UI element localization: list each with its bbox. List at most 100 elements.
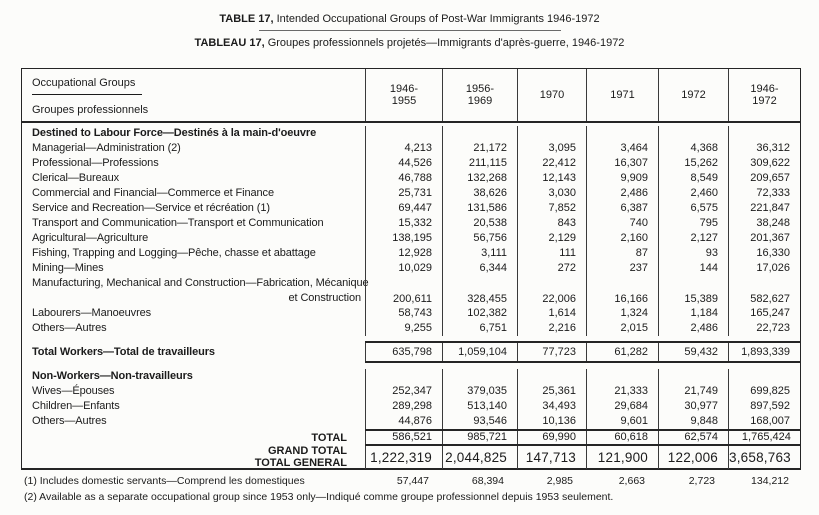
cell-value: 3,030: [517, 186, 586, 201]
footnotes: (1) Includes domestic servants—Comprend …: [21, 474, 801, 505]
cell-value: 1,059,104: [442, 343, 517, 361]
cell-value: 2,127: [658, 231, 728, 246]
row-label: Transport and Communication—Transport et…: [32, 217, 324, 229]
cell-value: 16,307: [586, 156, 658, 171]
cell-value: 309,622: [728, 156, 800, 171]
row-label-line1: Manufacturing, Mechanical and Constructi…: [32, 277, 369, 289]
cell-value: 93: [658, 246, 728, 261]
cell-value: 6,387: [586, 201, 658, 216]
cell-value: 15,332: [365, 216, 442, 231]
cell-value: 93,546: [442, 414, 517, 429]
grand-total-block: TOTAL GRAND TOTAL TOTAL GENERAL 586,521 …: [22, 429, 801, 469]
row-label: Commercial and Financial—Commerce et Fin…: [32, 187, 274, 199]
grand-total-values-area: 586,521 985,721 69,990 60,618 62,574 1,7…: [365, 429, 801, 469]
row-label: Destined to Labour Force—Destinés à la m…: [32, 127, 317, 139]
footnote-2-text: (2) Available as a separate occupational…: [24, 491, 614, 503]
cell-value: 77,723: [517, 343, 586, 361]
table-row: Managerial—Administration (2) 4,213 21,172…: [22, 141, 800, 156]
row-label: Wives—Épouses: [32, 385, 115, 397]
title-divider-rule: [258, 30, 561, 31]
cell-value: 102,382: [442, 306, 517, 321]
cell-value: 9,255: [365, 321, 442, 336]
cell-value: 221,847: [728, 201, 800, 216]
table-row: Total Workers—Total de travailleurs 635,7…: [22, 341, 800, 363]
cell-value: 25,361: [517, 384, 586, 399]
footnote-value: 134,212: [751, 475, 789, 487]
cell-value: 15,389: [658, 276, 728, 306]
cell-value: 36,312: [728, 141, 800, 156]
row-label: Professional—Professions: [32, 157, 159, 169]
title-french-text: Groupes professionnels projetés—Immigran…: [264, 37, 625, 49]
footnote-value: 2,723: [688, 475, 715, 487]
row-values: 58,743 102,382 1,614 1,324 1,184 165,247: [365, 306, 800, 321]
cell-value: 4,213: [365, 141, 442, 156]
total-value: 586,521: [365, 431, 442, 444]
column-header-1970: 1970: [517, 69, 586, 121]
footnote-value: 68,394: [471, 475, 504, 487]
cell-value: 72,333: [728, 186, 800, 201]
cell-value: 9,601: [586, 414, 658, 429]
column-header-1946-1955: 1946- 1955: [365, 69, 442, 121]
cell-value: 2,216: [517, 321, 586, 336]
cell-value: 44,876: [365, 414, 442, 429]
table-row: Wives—Épouses 252,347 379,035 25,361 21,333 2…: [22, 384, 800, 399]
cell-value: 59,432: [658, 343, 728, 361]
footnote-value: 2,663: [618, 475, 645, 487]
cell-value: 1,324: [586, 306, 658, 321]
occupational-groups-table: Occupational Groups Groupes professionne…: [21, 68, 801, 470]
cell-value: 46,788: [365, 171, 442, 186]
row-values: 289,298 513,140 34,493 29,684 30,977 897,592: [365, 399, 800, 414]
cell-value: 843: [517, 216, 586, 231]
row-values: 10,029 6,344 272 237 144 17,026: [365, 261, 800, 276]
row-label: Agricultural—Agriculture: [32, 232, 149, 244]
cell-value: 2,129: [517, 231, 586, 246]
table-row: Professional—Professions 44,526 211,115 22,…: [22, 156, 800, 171]
row-values: 635,798 1,059,104 77,723 61,282 59,432 1,893,…: [365, 341, 800, 363]
row-label: Others—Autres: [32, 415, 107, 427]
table-row: Clerical—Bureaux 46,788 132,268 12,143 9,909…: [22, 171, 800, 186]
row-values: 138,195 56,756 2,129 2,160 2,127 201,367: [365, 231, 800, 246]
cell-value: 7,852: [517, 201, 586, 216]
cell-value: 21,333: [586, 384, 658, 399]
total-value: 1,765,424: [728, 431, 801, 444]
row-label: Managerial—Administration (2): [32, 142, 181, 154]
footnote-1-row: (1) Includes domestic servants—Comprend …: [21, 474, 801, 489]
table-titles: TABLE 17, Intended Occupational Groups o…: [0, 11, 819, 51]
row-label: Manufacturing, Mechanical and Constructi…: [22, 276, 369, 306]
cell-value: 2,486: [586, 186, 658, 201]
cell-value: 2,486: [658, 321, 728, 336]
table-row: Transport and Communication—Transport et…: [22, 216, 800, 231]
row-label-line2: et Construction: [288, 292, 362, 304]
cell-value: 17,026: [728, 261, 800, 276]
cell-value: [365, 369, 442, 384]
row-values: 252,347 379,035 25,361 21,333 21,749 699,825: [365, 384, 800, 399]
row-label: Others—Autres: [32, 322, 107, 334]
table-row: Others—Autres 9,255 6,751 2,216 2,015 2,486 22…: [22, 321, 800, 336]
column-header-1946-1972: 1946- 1972: [728, 69, 800, 121]
row-label: Total Workers—Total de travailleurs: [32, 345, 215, 358]
cell-value: 6,575: [658, 201, 728, 216]
footnote-value: 57,447: [396, 475, 429, 487]
table-row: Mining—Mines 10,029 6,344 272 237 144 17,026: [22, 261, 800, 276]
row-label: Mining—Mines: [32, 262, 104, 274]
row-label: Labourers—Manoeuvres: [32, 307, 152, 319]
cell-value: [658, 369, 728, 384]
row-values: 9,255 6,751 2,216 2,015 2,486 22,723: [365, 321, 800, 336]
footnote-1-text: (1) Includes domestic servants—Comprend …: [24, 475, 305, 487]
cell-value: 9,909: [586, 171, 658, 186]
row-values: 25,731 38,626 3,030 2,486 2,460 72,333: [365, 186, 800, 201]
cell-value: 1,614: [517, 306, 586, 321]
cell-value: [586, 126, 658, 141]
cell-value: [586, 369, 658, 384]
header-label-underline: [32, 94, 142, 95]
total-general-label: TOTAL GENERAL: [254, 457, 347, 469]
cell-value: 6,751: [442, 321, 517, 336]
table-body: Destined to Labour Force—Destinés à la m…: [22, 123, 800, 429]
cell-value: 3,111: [442, 246, 517, 261]
row-values: 200,611 328,455 22,006 16,166 15,389 582,627: [365, 276, 800, 306]
row-label: Non-Workers—Non-travailleurs: [32, 370, 193, 382]
row-label: Clerical—Bureaux: [32, 172, 120, 184]
cell-value: 144: [658, 261, 728, 276]
cell-value: 201,367: [728, 231, 800, 246]
cell-value: 699,825: [728, 384, 800, 399]
